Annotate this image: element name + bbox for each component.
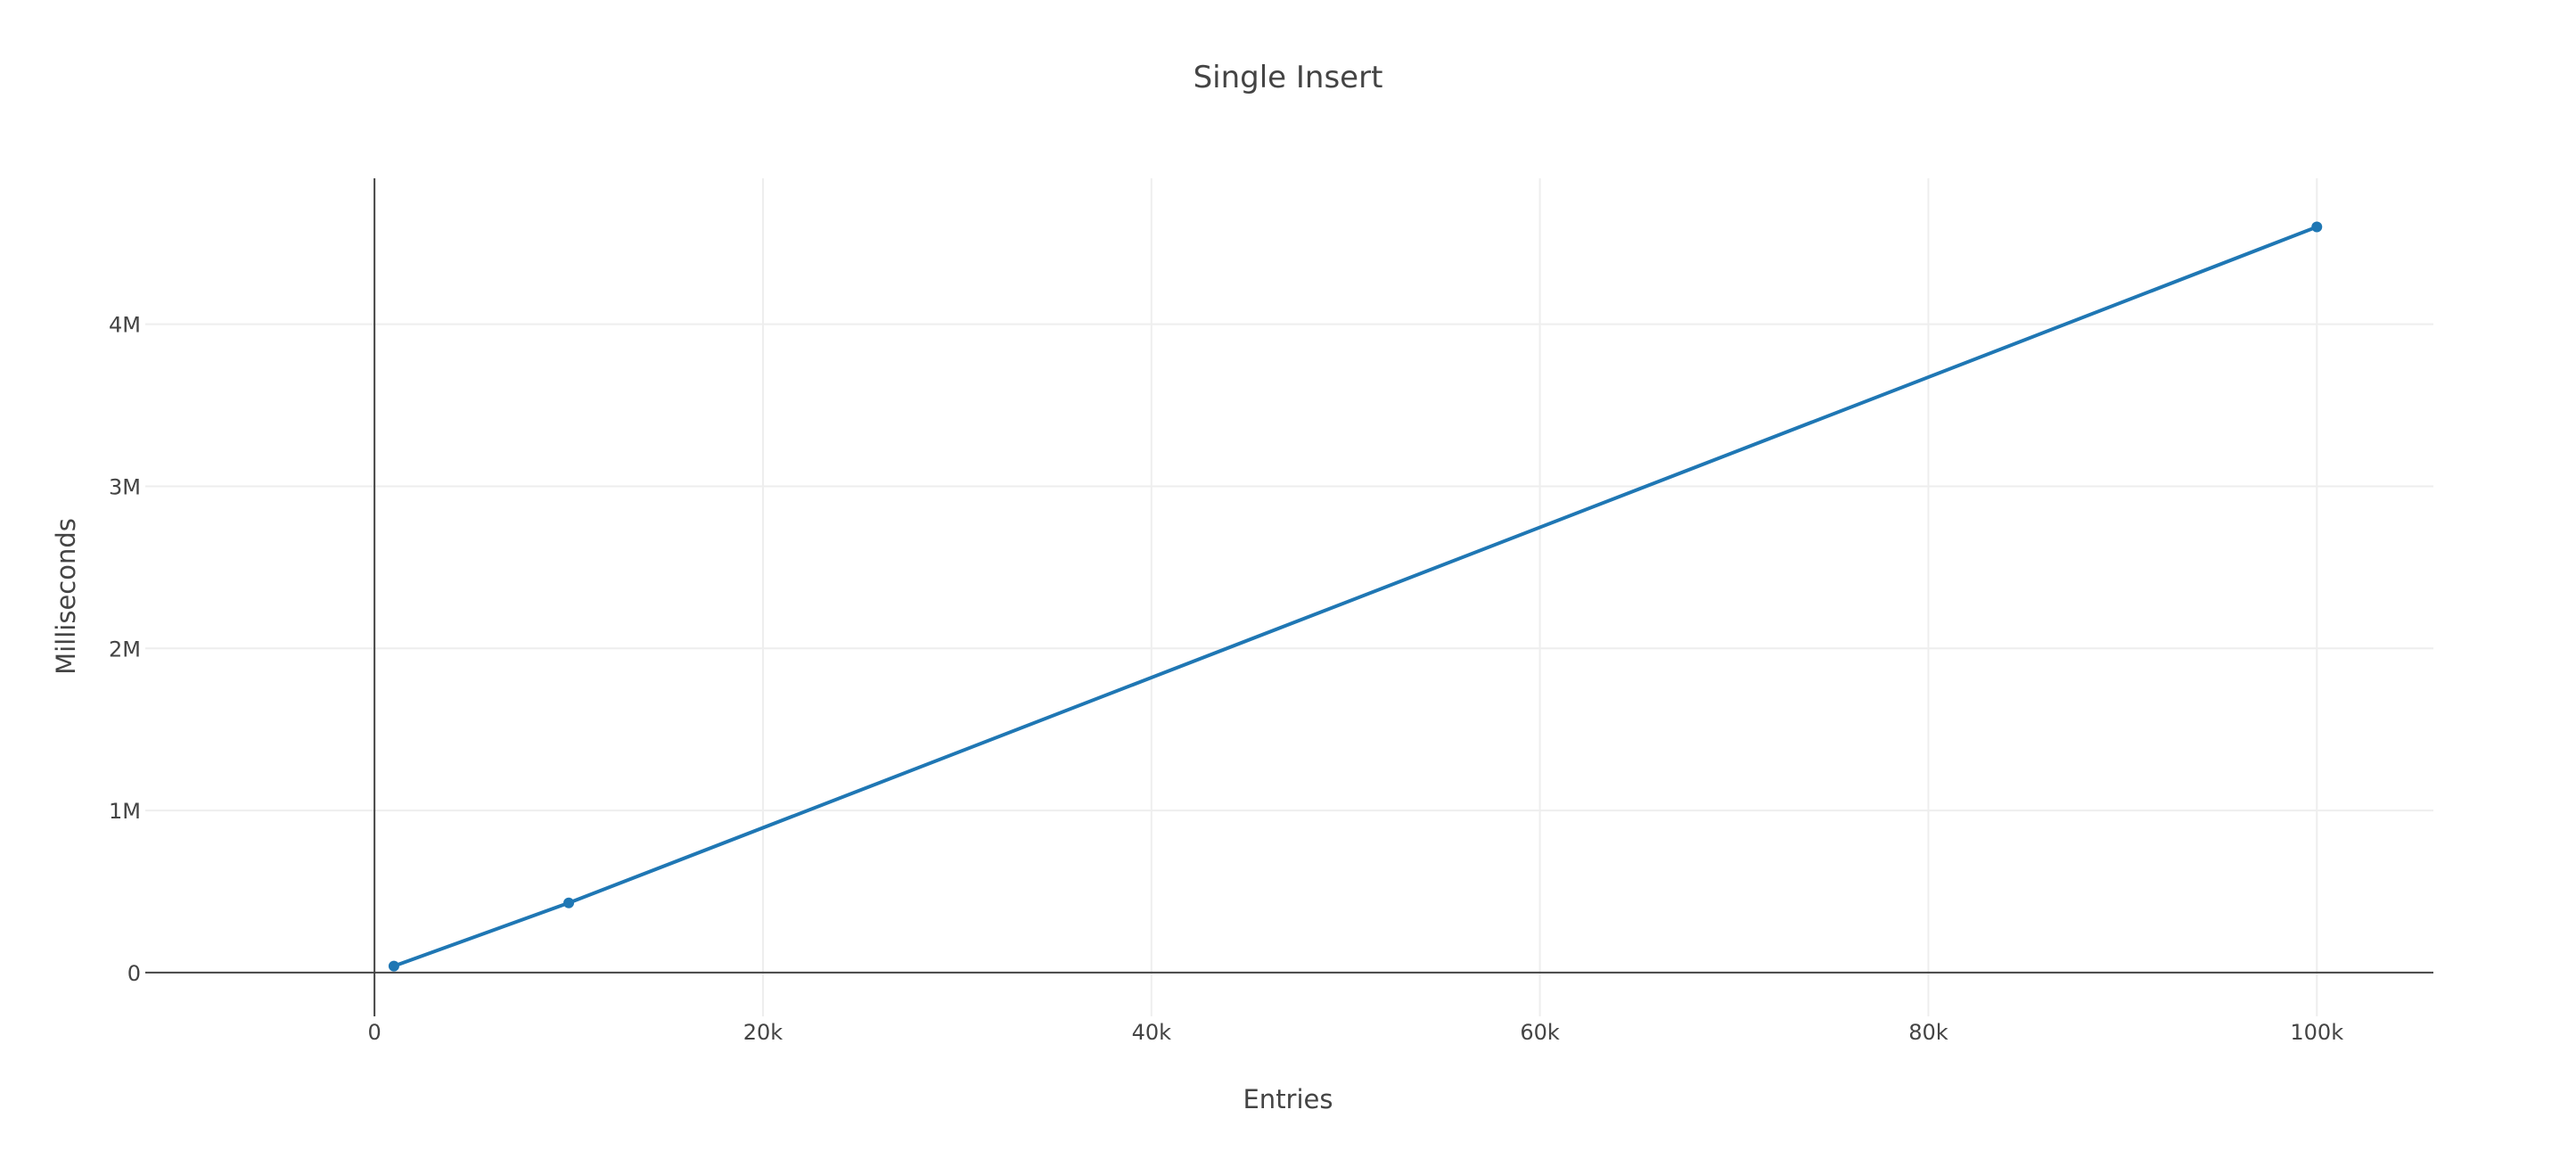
y-axis-title: Milliseconds (51, 518, 81, 675)
tick-labels: 0 20k 40k 60k 80k 100k 0 1M 2M 3M 4M (109, 313, 2343, 1045)
y-tick-label: 0 (127, 961, 141, 986)
x-tick-label: 20k (743, 1020, 783, 1045)
grid-lines (145, 178, 2433, 1016)
x-tick-label: 60k (1520, 1020, 1560, 1045)
y-tick-label: 4M (109, 313, 141, 338)
data-point (388, 960, 399, 972)
series-line (393, 225, 2318, 968)
x-tick-label: 80k (1908, 1020, 1948, 1045)
series-layer (388, 221, 2323, 972)
x-tick-label: 0 (367, 1020, 381, 1045)
x-tick-label: 40k (1132, 1020, 1172, 1045)
x-tick-label: 100k (2290, 1020, 2343, 1045)
y-tick-label: 2M (109, 637, 141, 662)
axes (145, 178, 2433, 1016)
y-tick-label: 3M (109, 474, 141, 499)
y-tick-label: 1M (109, 799, 141, 824)
chart-title: Single Insert (1194, 60, 1383, 95)
x-axis-title: Entries (1243, 1084, 1333, 1114)
data-point (563, 897, 575, 908)
data-point (2311, 221, 2323, 233)
